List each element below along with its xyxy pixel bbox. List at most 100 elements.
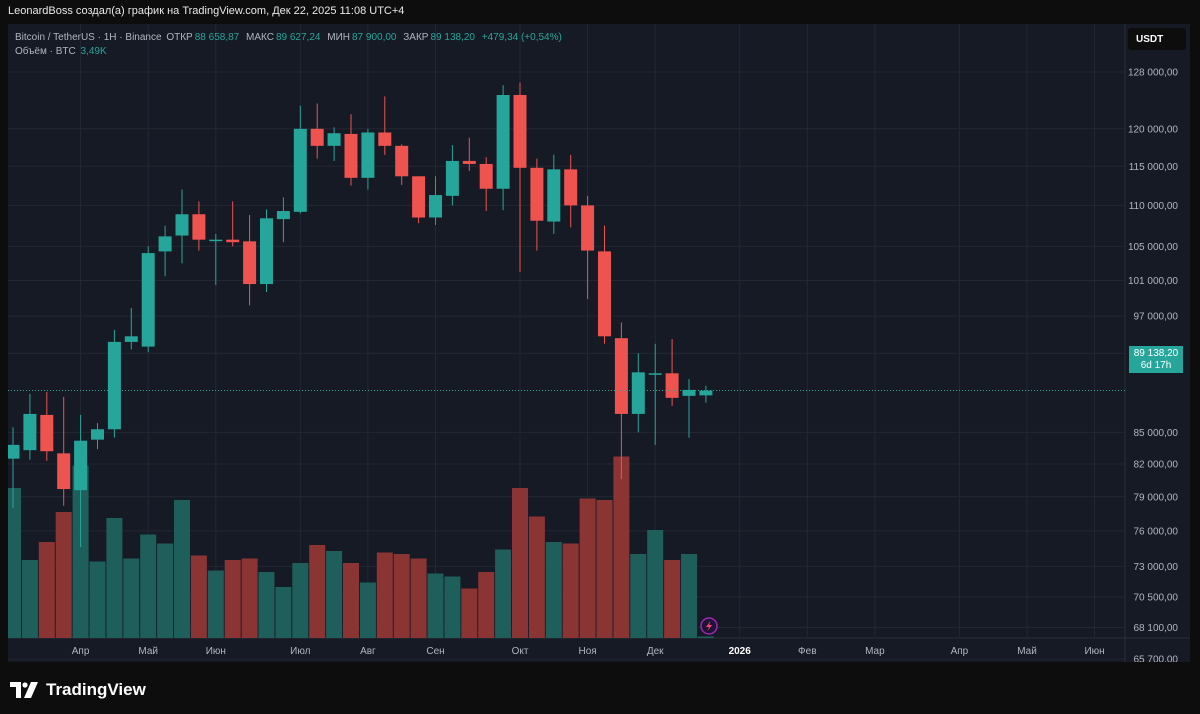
x-tick-label: Окт xyxy=(512,646,529,657)
volume-bar xyxy=(343,563,359,638)
candle-body xyxy=(462,160,476,164)
x-tick-label: Сен xyxy=(426,646,444,657)
volume-bar xyxy=(444,576,461,638)
volume-bar xyxy=(393,554,410,638)
candle-body xyxy=(699,390,713,396)
volume-bar xyxy=(174,500,190,638)
symbol-name: Bitcoin / TetherUS · 1H · Binance xyxy=(15,32,162,43)
candle-body xyxy=(530,167,544,221)
x-tick-label: Июл xyxy=(290,646,310,657)
volume-bar xyxy=(21,560,38,638)
candle-body xyxy=(158,236,172,252)
volume-bar xyxy=(224,560,241,638)
candle-body xyxy=(564,169,578,206)
volume-bar xyxy=(579,498,596,638)
candle-body xyxy=(107,341,121,430)
candle-body xyxy=(192,214,206,240)
volume-bar xyxy=(681,554,697,638)
candlestick-chart[interactable]: 128 000,00 120 000,00 115 000,00 110 000,00… xyxy=(8,24,1190,662)
open-value: 88 658,87 xyxy=(194,32,240,43)
volume-bar xyxy=(359,582,376,638)
volume-bar xyxy=(72,465,89,638)
volume-bar xyxy=(410,558,427,638)
candle-body xyxy=(344,133,358,178)
candle-body xyxy=(327,133,341,146)
y-tick-label: 110 000,00 xyxy=(1129,201,1179,212)
candle-body xyxy=(310,128,324,146)
y-tick-label: 115 000,00 xyxy=(1129,162,1179,173)
volume-bar xyxy=(190,555,207,638)
lightning-icon[interactable] xyxy=(700,617,718,635)
current-price-label: 89 138,20 xyxy=(1133,348,1179,359)
x-tick-label: Июн xyxy=(1084,646,1104,657)
price-axis: 128 000,00 120 000,00 115 000,00 110 000,00… xyxy=(1128,68,1178,663)
x-tick-label: 2026 xyxy=(729,646,752,657)
volume-bar xyxy=(89,561,106,638)
volume-layer xyxy=(8,456,714,638)
chart-panel[interactable]: 128 000,00 120 000,00 115 000,00 110 000,00… xyxy=(8,24,1190,662)
volume-bar xyxy=(38,542,55,638)
volume-bar xyxy=(630,554,647,638)
candle-body xyxy=(648,373,662,375)
high-label: МАКС xyxy=(246,32,274,43)
candle-body xyxy=(23,413,37,451)
candle-body xyxy=(8,444,20,459)
time-axis: Апр Май Июн Июл Авг Сен Окт Ноя Дек 2026 Фев Мар Апр… xyxy=(72,646,1105,657)
volume-bar xyxy=(157,543,174,638)
volume-bar xyxy=(697,636,714,638)
currency-button[interactable]: USDT xyxy=(1128,28,1186,50)
candle-body xyxy=(445,160,459,196)
y-tick-label: 65 700,00 xyxy=(1134,655,1179,662)
candle-body xyxy=(209,239,223,242)
candle-body xyxy=(395,145,409,177)
volume-bar xyxy=(461,588,478,638)
volume-bar xyxy=(545,542,562,638)
volume-bar xyxy=(528,516,545,638)
grid-layer xyxy=(8,24,1190,662)
volume-value: 3,49K xyxy=(80,46,107,57)
candle-body xyxy=(479,163,493,189)
y-tick-label: 97 000,00 xyxy=(1134,312,1179,323)
volume-bar xyxy=(292,563,309,638)
candle-body xyxy=(141,253,155,347)
candle-body xyxy=(361,132,375,178)
candle-body xyxy=(631,372,645,414)
x-tick-label: Ноя xyxy=(578,646,596,657)
candle-body xyxy=(260,218,273,285)
volume-bar xyxy=(106,518,123,638)
volume-bar xyxy=(664,560,681,638)
x-tick-label: Май xyxy=(138,646,158,657)
volume-label: Объём · BTC xyxy=(15,46,76,57)
candle-body xyxy=(243,241,257,285)
volume-bar xyxy=(275,587,292,638)
y-tick-label: 120 000,00 xyxy=(1128,124,1178,135)
candle-body xyxy=(74,440,88,491)
candle-body xyxy=(293,128,307,212)
candle-layer xyxy=(8,82,713,548)
candle-body xyxy=(175,214,189,236)
candle-body xyxy=(614,338,628,414)
tradingview-logo[interactable]: TradingView xyxy=(10,680,146,700)
candle-body xyxy=(547,169,561,222)
chart-caption: LeonardBoss создал(а) график на TradingV… xyxy=(8,5,405,17)
y-tick-label: 79 000,00 xyxy=(1134,492,1179,503)
high-value: 89 627,24 xyxy=(275,32,321,43)
volume-bar xyxy=(326,551,343,638)
volume-bar xyxy=(376,552,393,638)
low-value: 87 900,00 xyxy=(351,32,397,43)
volume-bar xyxy=(512,488,528,638)
volume-bar xyxy=(478,572,495,638)
volume-bar xyxy=(562,543,579,638)
candle-body xyxy=(581,205,595,251)
x-tick-label: Апр xyxy=(72,646,90,657)
volume-bar xyxy=(123,558,140,638)
y-tick-label: 76 000,00 xyxy=(1134,526,1179,537)
symbol-legend: Bitcoin / TetherUS · 1H · Binance ОТКР 88… xyxy=(15,32,566,43)
y-tick-label: 70 500,00 xyxy=(1134,593,1179,604)
candle-body xyxy=(665,373,679,398)
x-tick-label: Дек xyxy=(647,646,664,657)
volume-bar xyxy=(258,572,275,638)
volume-legend: Объём · BTC 3,49K xyxy=(15,46,111,57)
price-change: +479,34 (+0,54%) xyxy=(481,32,562,43)
low-label: МИН xyxy=(327,32,350,43)
